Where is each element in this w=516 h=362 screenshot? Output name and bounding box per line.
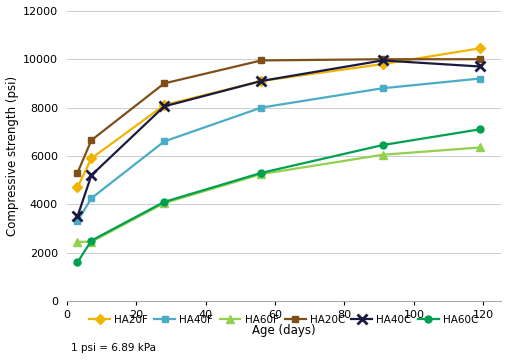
HA20F (88, 156, 94, 161)
HA20F (477, 46, 483, 51)
HA60F (380, 152, 386, 157)
HA40F (74, 219, 80, 223)
HA40F (477, 76, 483, 81)
HA40C (477, 64, 483, 69)
HA60F (88, 240, 94, 244)
HA60C (258, 171, 264, 175)
Line: HA60C: HA60C (74, 126, 483, 266)
HA40F (88, 196, 94, 201)
HA20C (74, 171, 80, 175)
HA40C (258, 79, 264, 83)
HA40C (380, 58, 386, 63)
HA40C (74, 214, 80, 219)
HA60C (380, 143, 386, 147)
HA40C (88, 173, 94, 177)
HA40F (380, 86, 386, 90)
HA60C (477, 127, 483, 131)
HA20F (161, 103, 167, 108)
HA20C (88, 138, 94, 142)
HA60C (161, 200, 167, 204)
Text: 1 psi = 6.89 kPa: 1 psi = 6.89 kPa (71, 344, 156, 353)
HA20F (380, 62, 386, 66)
Legend: HA20F, HA40F, HA60F, HA20C, HA40C, HA60C: HA20F, HA40F, HA60F, HA20C, HA40C, HA60C (89, 315, 478, 325)
Line: HA20C: HA20C (74, 56, 483, 176)
HA40F (161, 139, 167, 144)
Line: HA40F: HA40F (74, 75, 483, 225)
HA60F (74, 240, 80, 244)
Line: HA40C: HA40C (73, 56, 485, 221)
HA20C (161, 81, 167, 85)
HA40F (258, 105, 264, 110)
HA20C (477, 57, 483, 62)
HA20F (258, 79, 264, 83)
HA60C (74, 260, 80, 265)
Line: HA20F: HA20F (74, 45, 483, 191)
HA60C (88, 239, 94, 243)
HA20C (380, 57, 386, 62)
HA20C (258, 58, 264, 63)
HA60F (161, 201, 167, 205)
HA40C (161, 104, 167, 109)
Y-axis label: Compressive strength (psi): Compressive strength (psi) (6, 76, 19, 236)
HA20F (74, 185, 80, 190)
X-axis label: Age (days): Age (days) (252, 324, 316, 337)
Line: HA60F: HA60F (73, 143, 484, 246)
HA60F (258, 172, 264, 176)
HA60F (477, 145, 483, 150)
